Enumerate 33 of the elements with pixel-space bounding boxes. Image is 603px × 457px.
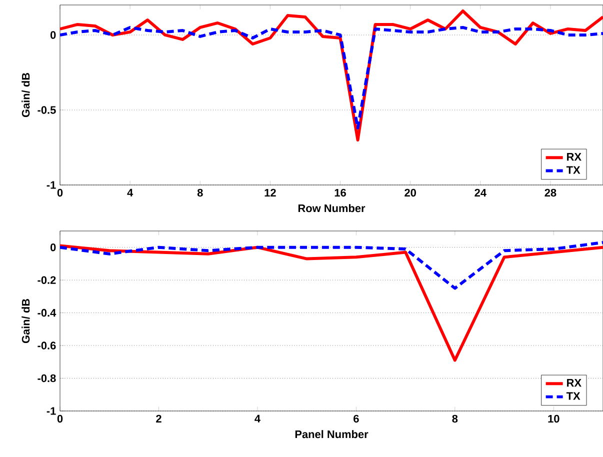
x-tick-label: 0 (57, 188, 63, 197)
y-tick-label: -0.8 (38, 374, 56, 382)
y-tick-label: -0.6 (38, 342, 56, 350)
x-tick-label: 12 (264, 188, 276, 196)
y-tick-label: 0 (50, 243, 56, 252)
y-tick-label: -0.5 (38, 106, 56, 114)
legend-label: RX (567, 153, 582, 161)
line-series (60, 26, 603, 130)
legend-label: TX (566, 166, 580, 174)
x-tick-label: 6 (354, 414, 359, 423)
y-tick-label: -0.4 (38, 308, 56, 317)
x-tick-label: 16 (334, 188, 346, 197)
y-tick-label: -0.2 (38, 276, 56, 284)
y-tick-label: 0 (50, 31, 56, 39)
x-tick-label: 20 (404, 188, 416, 197)
legend-label: TX (566, 392, 580, 400)
x-axis-title: Panel Number (295, 430, 368, 438)
x-axis-title: Row Number (298, 204, 366, 212)
y-tick-label: -1 (46, 181, 56, 189)
y-axis-title: Gain/ dB (22, 72, 30, 118)
x-tick-label: 2 (156, 414, 162, 422)
x-tick-label: 8 (197, 188, 203, 197)
legend-label: RX (567, 379, 582, 387)
y-tick-label: -1 (46, 407, 56, 415)
x-tick-label: 4 (127, 188, 134, 196)
x-tick-label: 4 (254, 414, 260, 422)
line-series (60, 244, 603, 362)
x-tick-label: 0 (57, 414, 63, 423)
x-tick-label: 10 (548, 414, 560, 423)
y-axis-title: Gain/ dB (22, 298, 30, 344)
x-tick-label: 8 (452, 414, 458, 423)
x-tick-label: 24 (474, 188, 486, 196)
x-tick-label: 28 (544, 188, 556, 197)
